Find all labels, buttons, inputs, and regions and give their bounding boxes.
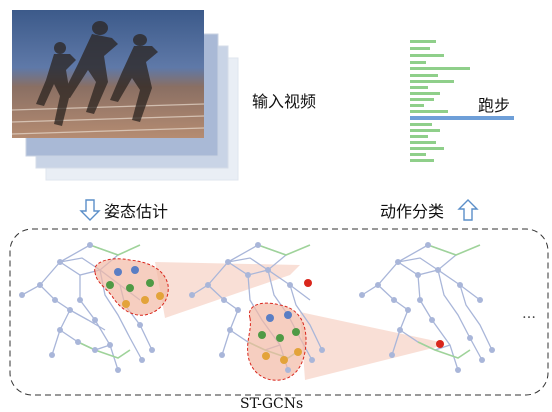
target-node: [304, 279, 312, 287]
joint-node: [141, 296, 149, 304]
joint-node: [294, 348, 302, 356]
ellipsis-text: …: [522, 306, 536, 322]
joint-node: [122, 300, 130, 308]
joint-node: [280, 356, 288, 364]
joint-node: [258, 331, 266, 339]
joint-node: [156, 292, 164, 300]
joint-node: [126, 284, 134, 292]
joint-node: [131, 266, 139, 274]
highlight-region-2: [248, 303, 306, 380]
target-node: [436, 340, 444, 348]
joint-node: [292, 328, 300, 336]
joint-node: [284, 311, 292, 319]
joint-node: [106, 281, 114, 289]
joint-node: [276, 334, 284, 342]
model-name-label: ST-GCNs: [240, 396, 303, 412]
joint-node: [266, 314, 274, 322]
receptive-field-wedge: [300, 312, 445, 380]
joint-node: [262, 352, 270, 360]
joint-node: [114, 268, 122, 276]
joint-node: [146, 279, 154, 287]
